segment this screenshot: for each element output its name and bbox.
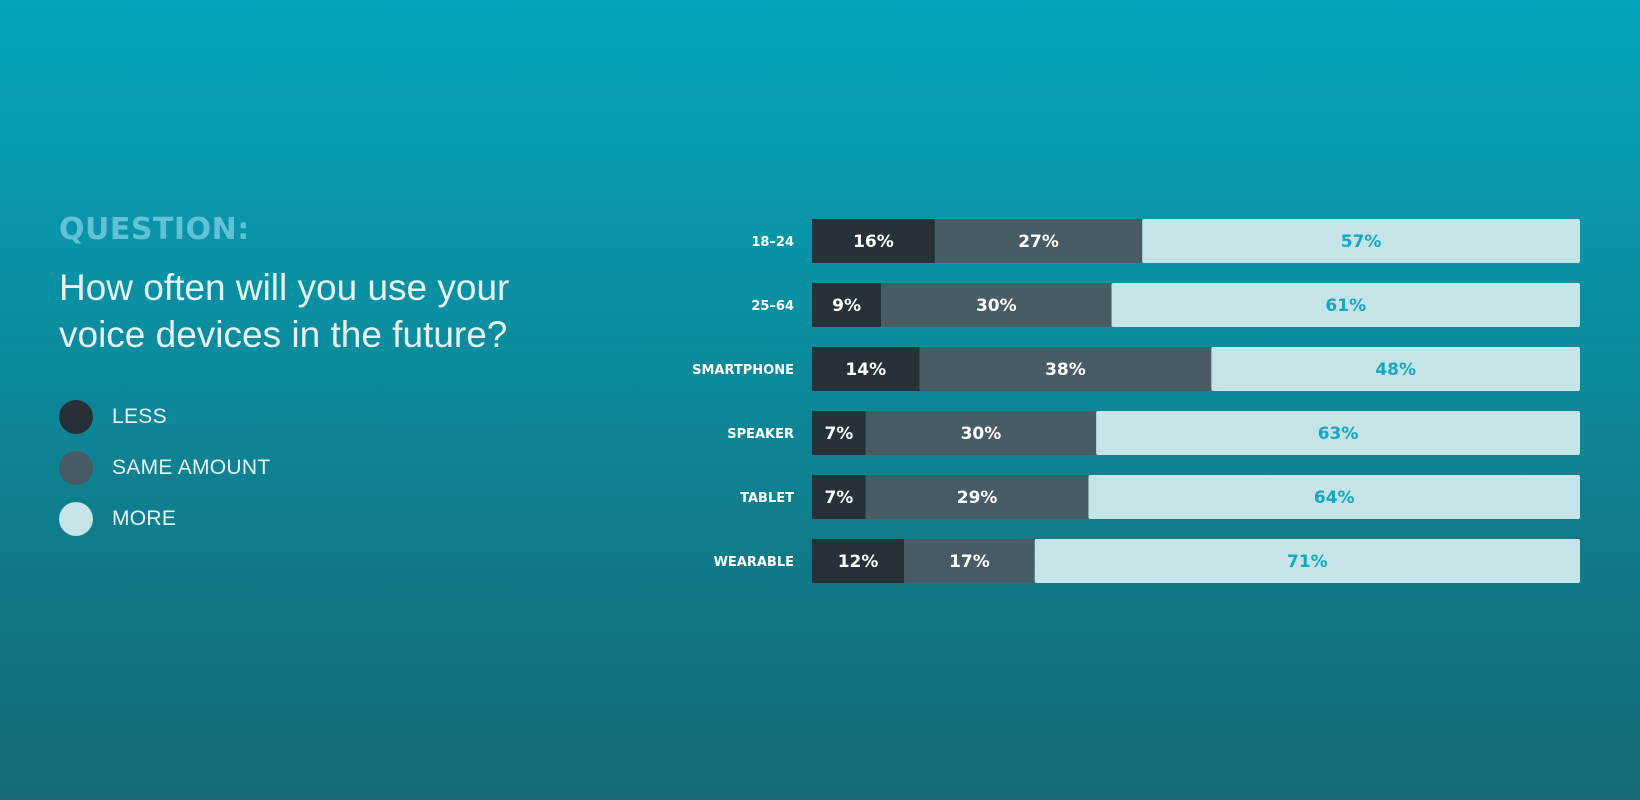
bar-row-4: TABLET 7% 29% 64%: [740, 475, 1580, 519]
bar-segment-more: [1088, 475, 1580, 519]
legend-label-less: LESS: [112, 405, 167, 428]
bar-row-1: 25–64 9% 30% 61%: [751, 283, 1580, 327]
bar-segment-more: [1096, 411, 1580, 455]
bar-segment-same: [865, 475, 1089, 519]
question-label: QUESTION:: [59, 212, 250, 247]
legend-label-more: MORE: [112, 507, 177, 530]
data-label-less: 16%: [853, 232, 894, 252]
bar-segment-same: [919, 347, 1212, 391]
bar-segment-less: [812, 411, 866, 455]
bar-segment-more: [1111, 283, 1580, 327]
data-label-more: 64%: [1314, 488, 1355, 508]
category-label: TABLET: [740, 491, 794, 506]
data-label-more: 48%: [1375, 360, 1416, 380]
category-label: SMARTPHONE: [692, 363, 794, 378]
legend-item-less: LESS: [59, 400, 270, 434]
bar-segment-same: [904, 539, 1035, 583]
data-label-same: 30%: [961, 424, 1002, 444]
bar-segment-less: [812, 475, 866, 519]
bar-row-0: 18–24 16% 27% 57%: [751, 219, 1580, 263]
bar-segment-less: [812, 219, 935, 263]
legend-swatch-less: [59, 400, 93, 434]
category-label: 25–64: [751, 299, 794, 314]
bar-segment-more: [1034, 539, 1580, 583]
data-label-less: 9%: [832, 296, 861, 316]
bar-segment-same: [934, 219, 1143, 263]
data-label-less: 7%: [824, 424, 853, 444]
data-label-same: 38%: [1045, 360, 1086, 380]
bar-segment-same: [865, 411, 1097, 455]
data-label-less: 12%: [838, 552, 879, 572]
bar-segment-less: [812, 539, 905, 583]
category-label: WEARABLE: [714, 555, 794, 570]
legend-item-more: MORE: [59, 502, 270, 536]
bar-row-2: SMARTPHONE 14% 38% 48%: [692, 347, 1580, 391]
bar-segment-more: [1142, 219, 1580, 263]
legend-swatch-more: [59, 502, 93, 536]
data-label-same: 30%: [976, 296, 1017, 316]
data-label-same: 29%: [957, 488, 998, 508]
legend-swatch-same: [59, 451, 93, 485]
legend-item-same: SAME AMOUNT: [59, 451, 270, 485]
bar-segment-less: [812, 283, 882, 327]
data-label-less: 14%: [845, 360, 886, 380]
category-label: 18–24: [751, 235, 794, 250]
bar-segment-more: [1211, 347, 1580, 391]
bar-segment-same: [881, 283, 1112, 327]
category-label: SPEAKER: [727, 427, 794, 442]
data-label-same: 27%: [1018, 232, 1059, 252]
data-label-more: 71%: [1287, 552, 1328, 572]
question-text: How often will you use your voice device…: [59, 267, 510, 355]
data-label-more: 57%: [1341, 232, 1382, 252]
data-label-more: 63%: [1318, 424, 1359, 444]
data-label-more: 61%: [1325, 296, 1366, 316]
legend-label-same: SAME AMOUNT: [112, 456, 271, 479]
bar-row-3: SPEAKER 7% 30% 63%: [727, 411, 1580, 455]
data-label-same: 17%: [949, 552, 990, 572]
bar-segment-less: [812, 347, 920, 391]
legend: LESS SAME AMOUNT MORE: [59, 400, 270, 553]
bar-row-5: WEARABLE 12% 17% 71%: [714, 539, 1580, 583]
data-label-less: 7%: [824, 488, 853, 508]
